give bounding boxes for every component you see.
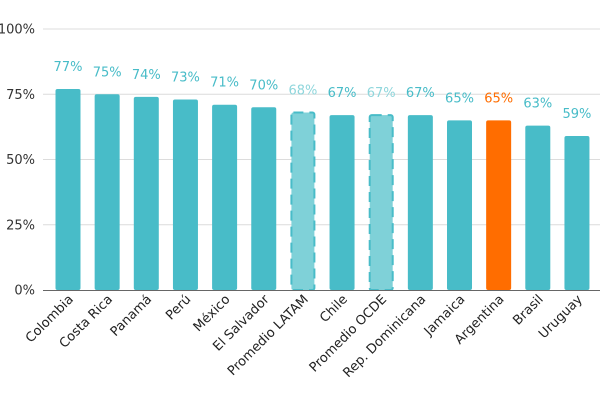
value-label: 70%: [249, 78, 278, 93]
bars: [55, 89, 590, 291]
y-tick-label: 0%: [14, 284, 35, 299]
category-label: Perú: [163, 292, 194, 323]
value-label: 73%: [171, 70, 200, 85]
value-label: 65%: [484, 91, 513, 106]
value-label: 68%: [288, 84, 317, 99]
category-label: Brasil: [510, 292, 546, 328]
bar-panam-: [133, 96, 159, 290]
gridlines: [43, 28, 600, 226]
value-label: 67%: [367, 86, 396, 101]
value-label: 67%: [328, 86, 357, 101]
value-label: 63%: [523, 97, 552, 112]
bar-brasil: [525, 125, 551, 290]
bar-el-salvador: [251, 107, 277, 290]
y-tick-label: 100%: [0, 23, 35, 38]
bar-per-: [172, 99, 198, 290]
category-label: Chile: [317, 292, 351, 326]
category-label: Uruguay: [536, 292, 586, 342]
value-label: 59%: [562, 107, 591, 122]
bar-m-xico: [212, 104, 238, 290]
bar-colombia: [55, 89, 81, 290]
bar-rep-dominicana: [407, 115, 433, 290]
bar-argentina: [486, 120, 512, 290]
y-axis-ticks: 0% 25% 50% 75% 100%: [0, 23, 35, 299]
value-label: 65%: [445, 91, 474, 106]
y-tick-label: 50%: [6, 153, 35, 168]
data-labels: 77% 75% 74% 73% 71% 70% 68% 67% 67% 67% 65% 65% 63% 5…: [54, 60, 592, 122]
value-label: 74%: [132, 68, 161, 83]
bar-chile: [329, 115, 355, 290]
value-label: 75%: [93, 65, 122, 80]
value-label: 77%: [54, 60, 83, 75]
y-tick-label: 75%: [6, 88, 35, 103]
bar-promedio-latam: [290, 111, 316, 291]
bar-costa-rica: [94, 94, 120, 290]
bar-jamaica: [447, 120, 472, 290]
value-label: 71%: [210, 76, 239, 91]
value-label: 67%: [406, 86, 435, 101]
bar-promedio-ocde: [368, 114, 394, 291]
category-label: Panamá: [108, 292, 155, 339]
y-tick-label: 25%: [6, 218, 35, 233]
bar-uruguay: [564, 136, 590, 290]
